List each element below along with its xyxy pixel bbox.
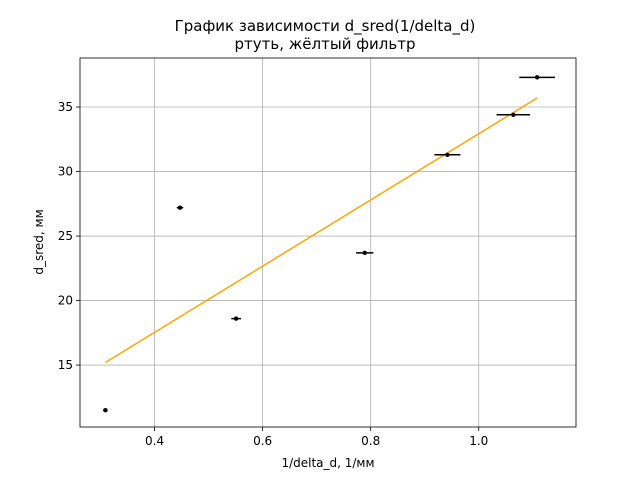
- plot-frame: [79, 57, 577, 428]
- x-tick-label: 0.6: [253, 434, 272, 448]
- fit-line-group: [105, 97, 538, 364]
- data-point: [511, 112, 516, 117]
- grid-lines: [80, 58, 576, 427]
- data-points: [103, 75, 555, 413]
- data-point: [445, 152, 450, 157]
- chart-title-line2: ртуть, жёлтый фильтр: [235, 35, 416, 53]
- y-tick-label: 30: [58, 165, 73, 179]
- x-tick-label: 0.4: [145, 434, 164, 448]
- x-axis-label: 1/delta_d, 1/мм: [281, 456, 374, 470]
- x-tick-label: 1.0: [469, 434, 488, 448]
- data-point: [362, 250, 367, 256]
- y-tick-label: 20: [58, 294, 73, 308]
- data-point: [177, 205, 183, 210]
- chart-title-line1: График зависимости d_sred(1/delta_d): [175, 17, 476, 36]
- y-tick-label: 35: [58, 100, 73, 114]
- y-tick-label: 15: [58, 358, 73, 372]
- x-tick-label: 0.8: [361, 434, 380, 448]
- data-point: [103, 408, 108, 413]
- fit-line: [105, 97, 538, 364]
- x-ticks: 0.4 0.6 0.8 1.0: [145, 427, 488, 448]
- y-tick-label: 25: [58, 229, 73, 243]
- data-point: [233, 316, 239, 321]
- y-axis-label: d_sred, мм: [32, 209, 46, 274]
- y-ticks: 15 20 25 30 35: [58, 100, 80, 372]
- data-point: [534, 75, 540, 80]
